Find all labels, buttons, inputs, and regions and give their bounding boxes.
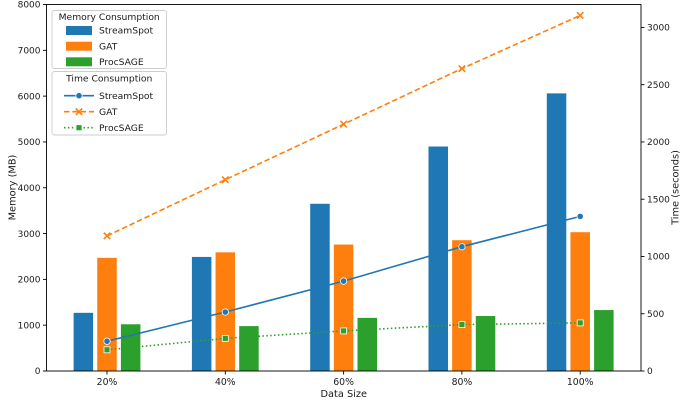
bar-gat-100% [570, 232, 590, 371]
time-markers-gat [103, 11, 584, 240]
y-tick-label-left: 1000 [18, 321, 41, 331]
y-tick-label-left: 5000 [18, 138, 41, 148]
x-tick-label: 60% [333, 377, 354, 388]
y-tick-label-right: 1000 [647, 253, 670, 263]
bar-series-streamspot [73, 93, 567, 371]
legend-swatch-streamspot [66, 26, 92, 35]
bar-gat-60% [333, 244, 354, 371]
marker-procsage-100% [576, 319, 584, 327]
legend-time-box [51, 71, 167, 136]
legend-swatch-procsage [66, 57, 92, 67]
y-tick-label-right: 2000 [647, 138, 670, 148]
bar-procsage-40% [239, 326, 259, 371]
marker-streamspot-40% [221, 308, 229, 316]
bar-gat-80% [452, 240, 472, 371]
time-markers-streamspot [103, 212, 584, 345]
y-tick-label-right: 1500 [647, 195, 670, 205]
marker-gat-60% [339, 120, 348, 128]
legend-memory-entry-label: StreamSpot [99, 26, 154, 37]
marker-streamspot-20% [103, 337, 111, 345]
legend-memory-title: Memory Consumption [59, 12, 160, 23]
marker-streamspot-100% [576, 212, 584, 220]
marker-gat-100% [576, 11, 584, 20]
legend-swatch-gat [66, 41, 92, 51]
y-tick-label-left: 4000 [18, 184, 41, 194]
y-tick-label-right: 2500 [647, 81, 670, 91]
legend-time-entry-label: ProcSAGE [99, 123, 144, 134]
legend-memory-entry-label: ProcSAGE [99, 57, 144, 68]
bar-streamspot-80% [428, 146, 448, 371]
bar-streamspot-100% [546, 93, 567, 371]
y-tick-label-left: 7000 [18, 47, 41, 57]
marker-streamspot-80% [458, 243, 466, 251]
legend-memory-box [51, 10, 167, 69]
time-line-procsage [106, 322, 581, 351]
bar-streamspot-40% [191, 256, 212, 371]
legend-marker-streamspot [75, 92, 83, 100]
bar-gat-20% [97, 257, 117, 371]
bar-streamspot-20% [73, 312, 94, 371]
marker-gat-20% [103, 232, 111, 240]
y-tick-label-left: 3000 [18, 230, 41, 240]
x-axis-label: Data Size [320, 389, 367, 400]
marker-procsage-40% [221, 334, 229, 342]
legend-memory-entry-label: GAT [99, 41, 118, 52]
memory-bars [73, 93, 614, 371]
marker-procsage-60% [340, 327, 348, 335]
marker-gat-40% [221, 175, 230, 184]
y-axis-left: 0 1000 2000 3000 4000 5000 6000 7000 8000 [18, 1, 47, 377]
y-tick-label-right: 500 [647, 310, 664, 320]
y-tick-label-right: 3000 [647, 24, 670, 34]
bar-procsage-60% [357, 317, 377, 371]
y-axis-right: 0 500 1000 1500 2000 2500 3000 [641, 24, 670, 377]
legend-time: Time Consumption StreamSpot GAT ProcSAGE [51, 71, 167, 136]
legend-marker-gat [75, 107, 83, 116]
x-tick-label: 100% [567, 377, 594, 388]
y-tick-label-left: 0 [35, 367, 41, 377]
legend-marker-procsage [75, 124, 83, 132]
marker-procsage-20% [103, 346, 111, 354]
y-axis-right-label: Time (seconds) [671, 150, 682, 226]
y-tick-label-left: 6000 [18, 92, 41, 102]
x-axis: 20% 40% 60% 80% 100% [97, 371, 594, 388]
bar-procsage-80% [475, 316, 496, 371]
marker-gat-80% [458, 64, 466, 73]
x-tick-label: 40% [215, 377, 236, 388]
legend-time-entry-label: GAT [99, 107, 118, 118]
y-tick-label-left: 2000 [18, 276, 41, 286]
bar-procsage-100% [594, 310, 614, 371]
y-tick-label-right: 0 [647, 367, 653, 377]
y-axis-left-label: Memory (MB) [8, 155, 19, 221]
time-lines [103, 11, 584, 354]
x-tick-label: 80% [452, 377, 473, 388]
y-tick-label-left: 8000 [18, 1, 41, 11]
x-tick-label: 20% [97, 377, 118, 388]
time-markers-procsage [103, 319, 584, 354]
marker-procsage-80% [458, 321, 466, 329]
legend-time-title: Time Consumption [65, 74, 152, 85]
legend-memory: Memory Consumption StreamSpot GAT ProcSAGE [51, 10, 167, 69]
legend-time-entry-label: StreamSpot [99, 91, 154, 102]
marker-streamspot-60% [339, 277, 348, 285]
